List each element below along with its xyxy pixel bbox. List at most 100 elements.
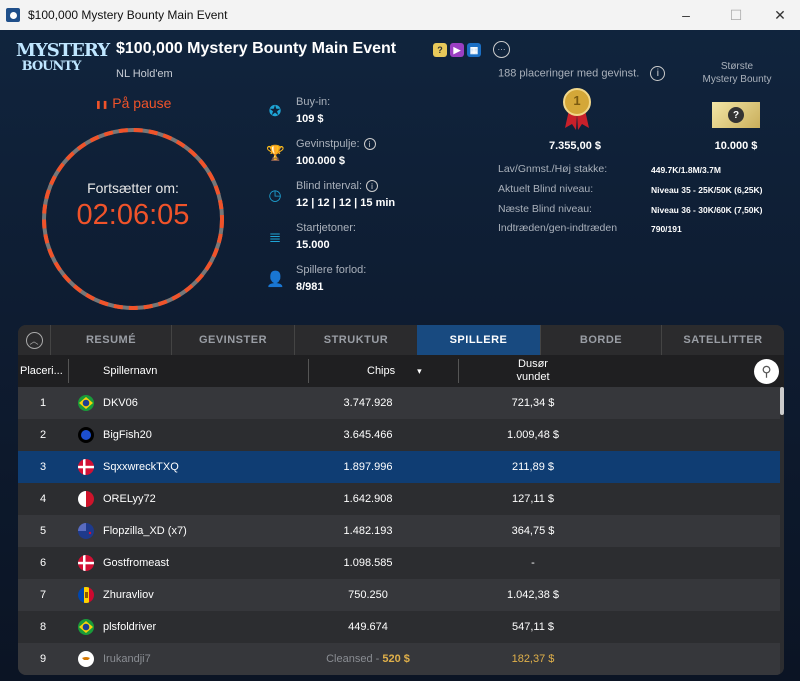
bounty-won: - — [531, 557, 535, 569]
mystery-ticket-icon: ? — [712, 102, 760, 128]
bounty-won: 1.042,38 $ — [507, 589, 559, 601]
flag-denmark-icon — [78, 555, 94, 571]
player-name[interactable]: Gostfromeast — [103, 557, 170, 569]
info-prize-pool: 🏆 Gevinstpulje: i 100.000 $ — [266, 138, 466, 178]
bounty-won: 364,75 $ — [511, 525, 555, 537]
player-name[interactable]: SqxxwreckTXQ — [103, 461, 179, 473]
search-button[interactable]: ⚲ — [754, 359, 779, 384]
mystery-bounty-logo: MYSTERY BOUNTY — [16, 40, 110, 74]
more-options-button[interactable]: ··· — [493, 41, 510, 58]
info-icon[interactable]: i — [650, 66, 666, 81]
player-name[interactable]: Irukandji7 — [103, 653, 151, 665]
column-rank[interactable]: Placeri... — [20, 365, 63, 377]
info-buy-in: ✪ Buy-in: 109 $ — [266, 96, 466, 136]
flag-globe-icon — [78, 427, 94, 443]
question-badge-icon[interactable]: ? — [433, 43, 447, 57]
tab-bar: ︿ RESUMÉ GEVINSTER STRUKTUR SPILLERE BOR… — [18, 325, 784, 355]
tab-structure[interactable]: STRUKTUR — [294, 325, 417, 355]
stat-value: 790/191 — [651, 224, 682, 234]
rank: 7 — [39, 589, 47, 601]
chips: 1.482.193 — [298, 515, 438, 547]
player-name[interactable]: BigFish20 — [103, 429, 152, 441]
stat-label: Lav/Gnmst./Høj stakke: — [498, 163, 608, 175]
pause-status: ❚❚ På pause — [95, 95, 172, 111]
chips: 750.250 — [298, 579, 438, 611]
tab-satellites[interactable]: SATELLITTER — [661, 325, 784, 355]
app-icon — [6, 8, 20, 22]
chips-value: 1.642.908 — [343, 493, 393, 505]
column-bounty[interactable]: Dusør vundet — [516, 358, 550, 383]
tab-summary[interactable]: RESUMÉ — [50, 325, 171, 355]
rank: 6 — [39, 557, 47, 569]
chips: 3.747.928 — [298, 387, 438, 419]
rank: 1 — [39, 397, 47, 409]
table-row[interactable]: 9 Irukandji7 Cleansed - 520 $ 182,37 $ — [18, 643, 780, 675]
table-row[interactable]: 2 BigFish20 3.645.466 1.009,48 $ — [18, 419, 780, 451]
chips-value: 1.482.193 — [343, 525, 393, 537]
stat-label: Aktuelt Blind niveau: — [498, 183, 594, 195]
rank: 3 — [39, 461, 47, 473]
info-icon[interactable]: i — [363, 138, 376, 151]
stat-label: Indtræden/gen-indtræden — [498, 222, 618, 234]
flag-moldova-icon — [78, 587, 94, 603]
flag-new-zealand-icon — [78, 523, 94, 539]
chips-value: 1.897.996 — [343, 461, 393, 473]
scrollbar-thumb[interactable] — [780, 387, 784, 415]
flag-cyprus-icon — [78, 651, 94, 667]
column-chips[interactable]: Chips ▾ — [367, 365, 422, 377]
bounty-won: 1.009,48 $ — [507, 429, 559, 441]
table-row[interactable]: 5 Flopzilla_XD (x7) 1.482.193 364,75 $ — [18, 515, 780, 547]
paid-places: 188 placeringer med gevinst. i — [498, 66, 666, 81]
table-row[interactable]: 1 DKV06 3.747.928 721,34 $ — [18, 387, 780, 419]
cleansed-label: Cleansed - — [326, 653, 383, 665]
stat-label: Næste Blind niveau: — [498, 203, 592, 215]
table-row[interactable]: 4 ORELyy72 1.642.908 127,11 $ — [18, 483, 780, 515]
chips: 3.645.466 — [298, 419, 438, 451]
bounty-won: 127,11 $ — [511, 493, 554, 505]
player-name[interactable]: ORELyy72 — [103, 493, 156, 505]
tournament-title: $100,000 Mystery Bounty Main Event — [116, 40, 397, 57]
pause-icon: ❚❚ — [95, 99, 109, 109]
gold-medal-icon: 1 — [562, 88, 592, 132]
lobby-main: MYSTERY BOUNTY $100,000 Mystery Bounty Ma… — [0, 30, 800, 681]
info-starting-chips: ≣ Startjetoner: 15.000 — [266, 222, 466, 262]
stat-value: Niveau 36 - 30K/60K (7,50K) — [651, 205, 763, 215]
title-bar: $100,000 Mystery Bounty Main Event – ☐ ✕ — [0, 0, 800, 30]
player-name[interactable]: plsfoldriver — [103, 621, 157, 633]
tab-tables[interactable]: BORDE — [540, 325, 661, 355]
player-name[interactable]: Flopzilla_XD (x7) — [103, 525, 187, 537]
tab-players[interactable]: SPILLERE — [417, 325, 540, 355]
chips-value: 3.747.928 — [343, 397, 393, 409]
table-row[interactable]: 3 SqxxwreckTXQ 1.897.996 211,89 $ — [18, 451, 780, 483]
biggest-bounty-value: 10.000 $ — [714, 140, 758, 152]
tab-prizes[interactable]: GEVINSTER — [171, 325, 294, 355]
chips: 1.642.908 — [298, 483, 438, 515]
rank: 2 — [39, 429, 47, 441]
close-button[interactable]: ✕ — [774, 6, 786, 23]
table-row[interactable]: 6 Gostfromeast 1.098.585 - — [18, 547, 780, 579]
window-title: $100,000 Mystery Bounty Main Event — [28, 8, 228, 22]
info-players-left: 👤 Spillere forlod: 8/981 — [266, 264, 367, 293]
maximize-button[interactable]: ☐ — [729, 6, 743, 23]
countdown-value: 02:06:05 — [76, 199, 190, 231]
countdown-timer: Fortsætter om: 02:06:05 — [41, 127, 225, 311]
collapse-button[interactable]: ︿ — [18, 325, 50, 355]
player-name[interactable]: DKV06 — [103, 397, 138, 409]
table-row[interactable]: 8 plsfoldriver 449.674 547,11 $ — [18, 611, 780, 643]
scrollbar[interactable] — [780, 387, 784, 675]
video-badge-icon[interactable]: ▶ — [450, 43, 464, 57]
chips-stack-icon: ≣ — [268, 229, 282, 246]
calendar-badge-icon[interactable]: ▦ — [467, 43, 481, 57]
first-prize: 7.355,00 $ — [549, 140, 601, 152]
minimize-button[interactable]: – — [682, 7, 690, 23]
rank: 9 — [39, 653, 47, 665]
column-name[interactable]: Spillernavn — [103, 365, 158, 377]
chip-icon: ✪ — [268, 103, 282, 120]
info-icon[interactable]: i — [366, 180, 379, 193]
chips: 1.098.585 — [298, 547, 438, 579]
table-row[interactable]: 7 Zhuravliov 750.250 1.042,38 $ — [18, 579, 780, 611]
player-name[interactable]: Zhuravliov — [103, 589, 154, 601]
chevron-up-icon: ︿ — [25, 331, 43, 349]
rank: 5 — [39, 525, 47, 537]
chips-value: 1.098.585 — [343, 557, 393, 569]
